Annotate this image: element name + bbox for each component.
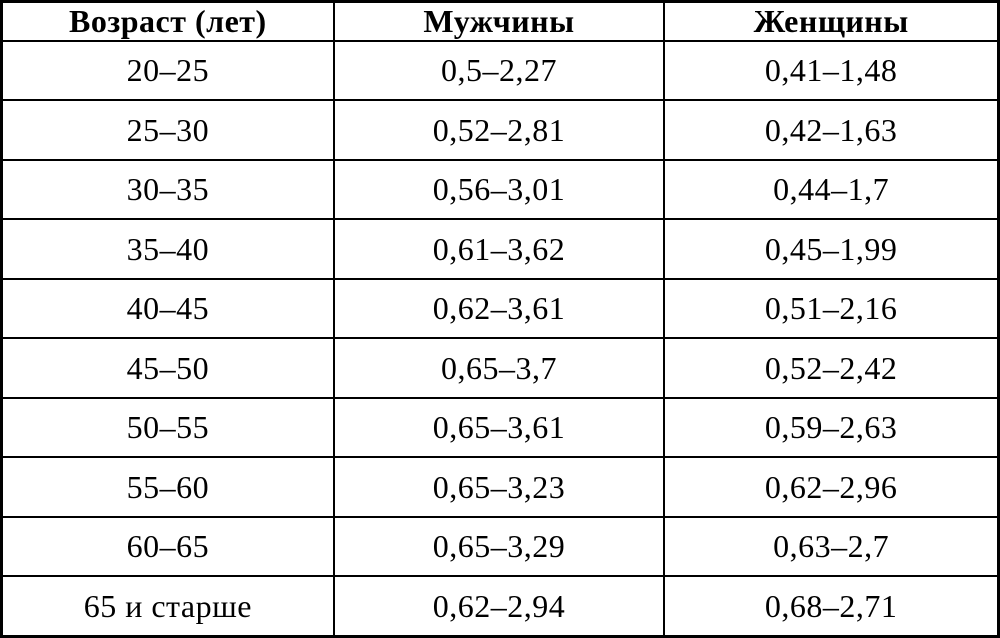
cell-men: 0,61–3,62 [332,218,666,280]
cell-women: 0,51–2,16 [663,277,1000,340]
cell-women: 0,62–2,96 [663,456,1000,518]
cell-men: 0,52–2,81 [332,99,666,161]
cell-women: 0,45–1,99 [663,218,1000,280]
cell-women: 0,63–2,7 [663,515,1000,578]
cell-women: 0,44–1,7 [663,158,1000,221]
table-row: 50–55 0,65–3,61 0,59–2,63 [0,396,1000,459]
column-header-age: Возраст (лет) [0,0,335,42]
header-row: Возраст (лет) Мужчины Женщины [0,0,1000,42]
cell-age: 50–55 [0,396,335,459]
table-row: 25–30 0,52–2,81 0,42–1,63 [0,99,1000,161]
table-row: 60–65 0,65–3,29 0,63–2,7 [0,515,1000,578]
cell-age: 60–65 [0,515,335,578]
cell-men: 0,56–3,01 [332,158,666,221]
cell-age: 20–25 [0,39,335,102]
column-header-men: Мужчины [332,0,666,42]
cell-age: 55–60 [0,456,335,518]
table-row: 35–40 0,61–3,62 0,45–1,99 [0,218,1000,280]
cell-women: 0,41–1,48 [663,39,1000,102]
column-header-women: Женщины [663,0,1000,42]
cell-women: 0,52–2,42 [663,337,1000,399]
cell-age: 45–50 [0,337,335,399]
cell-men: 0,65–3,23 [332,456,666,518]
cell-age: 30–35 [0,158,335,221]
cell-men: 0,62–2,94 [332,575,666,638]
table-row: 45–50 0,65–3,7 0,52–2,42 [0,337,1000,399]
cell-age: 35–40 [0,218,335,280]
table-body: 20–25 0,5–2,27 0,41–1,48 25–30 0,52–2,81… [0,39,1000,638]
cell-men: 0,62–3,61 [332,277,666,340]
cell-women: 0,59–2,63 [663,396,1000,459]
cell-women: 0,42–1,63 [663,99,1000,161]
table-row: 55–60 0,65–3,23 0,62–2,96 [0,456,1000,518]
table-row: 40–45 0,62–3,61 0,51–2,16 [0,277,1000,340]
table-header: Возраст (лет) Мужчины Женщины [0,0,1000,42]
cell-men: 0,65–3,29 [332,515,666,578]
cell-women: 0,68–2,71 [663,575,1000,638]
cell-age: 65 и старше [0,575,335,638]
table-row: 65 и старше 0,62–2,94 0,68–2,71 [0,575,1000,638]
cell-age: 25–30 [0,99,335,161]
table-row: 20–25 0,5–2,27 0,41–1,48 [0,39,1000,102]
cell-men: 0,65–3,7 [332,337,666,399]
table-row: 30–35 0,56–3,01 0,44–1,7 [0,158,1000,221]
cell-men: 0,65–3,61 [332,396,666,459]
cell-men: 0,5–2,27 [332,39,666,102]
cell-age: 40–45 [0,277,335,340]
